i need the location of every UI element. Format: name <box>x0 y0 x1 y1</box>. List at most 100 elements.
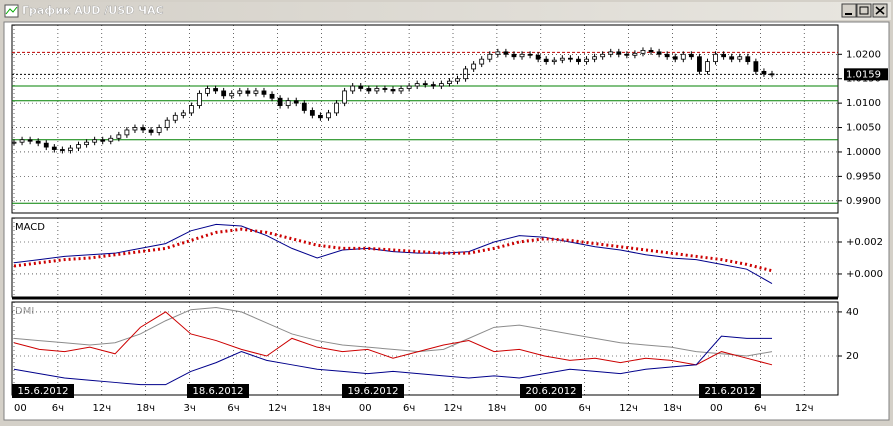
candle <box>447 80 452 84</box>
candle <box>559 57 565 61</box>
candle <box>366 88 372 92</box>
y-tick-label: 1.0050 <box>846 123 881 134</box>
candle <box>648 49 654 53</box>
candle <box>84 141 89 146</box>
time-label: 6ч <box>403 403 415 414</box>
minimize-button[interactable] <box>841 3 857 18</box>
candle <box>326 112 331 119</box>
candle <box>584 58 589 63</box>
candle <box>608 51 614 55</box>
candle <box>503 51 509 55</box>
candle <box>35 140 41 144</box>
candle <box>132 127 138 131</box>
candle <box>438 83 444 87</box>
date-label: 15.6.2012 <box>18 386 69 397</box>
candle <box>277 97 283 106</box>
candle <box>745 56 751 63</box>
candle <box>471 63 477 70</box>
y-tick-label: +0.000 <box>846 269 883 280</box>
time-label: 12ч <box>268 403 287 414</box>
candle <box>92 139 98 143</box>
series-line <box>13 223 773 285</box>
date-box <box>342 384 404 398</box>
candle <box>197 92 202 106</box>
candle <box>68 147 73 151</box>
candle <box>422 83 428 85</box>
candle <box>229 92 235 97</box>
candle <box>293 100 299 104</box>
candle <box>76 144 81 149</box>
date-label: 18.6.2012 <box>193 386 244 397</box>
candle <box>568 57 573 60</box>
price-panel <box>11 24 839 214</box>
candle <box>164 119 170 128</box>
time-label: 3ч <box>183 403 195 414</box>
candle <box>358 85 364 89</box>
current-box <box>844 68 888 81</box>
close-icon <box>875 6 885 15</box>
candle <box>511 53 517 58</box>
candle <box>576 58 581 63</box>
candle <box>43 142 49 148</box>
candle <box>527 53 533 56</box>
candle <box>301 102 307 111</box>
time-label: 00 <box>534 403 547 414</box>
candle <box>27 139 33 142</box>
series-line <box>13 311 773 366</box>
candle <box>624 53 630 56</box>
date-label: 20.6.2012 <box>526 386 577 397</box>
time-label: 12ч <box>619 403 638 414</box>
candle <box>140 127 146 131</box>
candle <box>156 127 162 133</box>
candle <box>180 112 186 116</box>
time-label: 12ч <box>795 403 814 414</box>
candle <box>729 56 735 60</box>
candle <box>487 53 493 60</box>
candle <box>672 56 678 60</box>
candle <box>148 129 154 133</box>
candle <box>455 78 460 82</box>
time-label: 00 <box>710 403 723 414</box>
macd-title: MACD <box>15 222 45 233</box>
candle <box>342 90 348 104</box>
time-label: 18ч <box>312 403 331 414</box>
candle <box>116 134 122 139</box>
y-tick-label: 1.0100 <box>846 98 881 109</box>
candle <box>19 139 25 143</box>
y-tick-label: 40 <box>846 307 859 318</box>
candle <box>245 90 251 94</box>
time-label: 00 <box>14 403 27 414</box>
maximize-button[interactable] <box>856 3 872 18</box>
candle <box>705 61 710 72</box>
candle <box>688 53 694 58</box>
time-label: 12ч <box>92 403 111 414</box>
time-label: 6ч <box>579 403 591 414</box>
candle <box>398 88 404 92</box>
y-tick-label: +0.002 <box>846 237 883 248</box>
candle <box>213 88 218 92</box>
candle <box>334 102 339 114</box>
candle <box>237 90 243 94</box>
time-label: 12ч <box>444 403 463 414</box>
window-buttons[interactable] <box>841 3 888 18</box>
candle <box>761 70 767 75</box>
candle <box>406 85 412 89</box>
date-box <box>187 384 249 398</box>
candle <box>430 84 436 87</box>
icon-line <box>5 6 18 15</box>
time-label: 18ч <box>136 403 155 414</box>
series-line <box>13 335 772 386</box>
time-label: 00 <box>359 403 372 414</box>
y-tick-label: 0.9950 <box>846 171 881 182</box>
macd-panel <box>11 217 839 298</box>
dmi-panel <box>11 301 839 396</box>
title-bar <box>2 2 891 20</box>
date-label: 21.6.2012 <box>705 386 756 397</box>
date-box <box>699 384 761 398</box>
candle <box>309 110 315 116</box>
candle <box>414 83 420 87</box>
y-tick-label: 1.0000 <box>846 147 881 158</box>
candle <box>124 129 130 136</box>
candle <box>697 56 702 72</box>
